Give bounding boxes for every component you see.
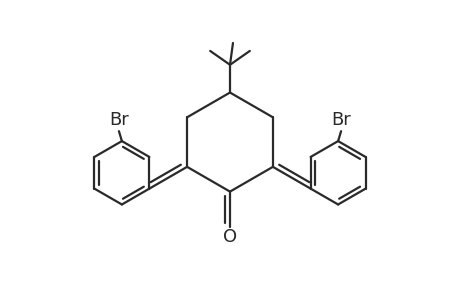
Text: Br: Br <box>109 111 129 129</box>
Text: Br: Br <box>330 111 350 129</box>
Text: O: O <box>223 228 236 246</box>
